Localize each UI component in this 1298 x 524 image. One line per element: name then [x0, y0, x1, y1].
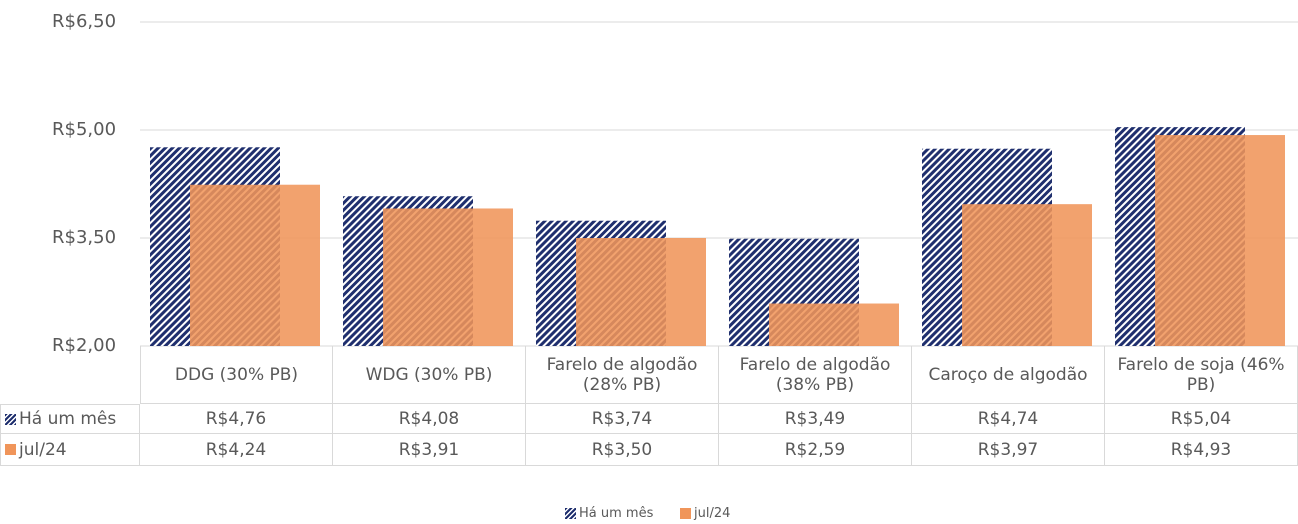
- table-value: R$4,24: [140, 434, 333, 466]
- category-cell: DDG (30% PB): [140, 346, 333, 404]
- bar: [769, 303, 899, 346]
- y-tick-label: R$6,50: [52, 11, 116, 32]
- legend-swatch: [680, 508, 691, 519]
- series-name: Há um mês: [19, 409, 117, 429]
- table-value: R$3,50: [526, 434, 719, 466]
- table-value: R$3,74: [526, 404, 719, 434]
- bar: [576, 238, 706, 346]
- legend-label: jul/24: [694, 506, 731, 521]
- category-cell: Caroço de algodão: [912, 346, 1105, 404]
- y-tick-label: R$2,00: [52, 335, 116, 356]
- legend-swatch: [5, 413, 16, 425]
- table-value: R$3,97: [912, 434, 1105, 466]
- table-value: R$2,59: [719, 434, 912, 466]
- table-value: R$4,74: [912, 404, 1105, 434]
- legend-swatch: [5, 444, 16, 455]
- legend-swatch: [565, 508, 576, 519]
- bar: [1155, 135, 1285, 346]
- table-value: R$3,91: [333, 434, 526, 466]
- bar: [962, 204, 1092, 346]
- legend-item: Há um mês: [565, 506, 653, 521]
- y-tick-label: R$5,00: [52, 119, 116, 140]
- category-cell: Farelo de algodão (38% PB): [719, 346, 912, 404]
- table-value: R$4,76: [140, 404, 333, 434]
- category-cell: Farelo de algodão (28% PB): [526, 346, 719, 404]
- category-cell: Farelo de soja (46% PB): [1105, 346, 1298, 404]
- bar: [383, 208, 513, 346]
- table-value: R$3,49: [719, 404, 912, 434]
- table-value: R$4,93: [1105, 434, 1298, 466]
- series-label: Há um mês: [0, 404, 140, 434]
- table-value: R$5,04: [1105, 404, 1298, 434]
- y-tick-label: R$3,50: [52, 227, 116, 248]
- series-name: jul/24: [19, 439, 67, 460]
- series-label: jul/24: [0, 434, 140, 466]
- legend-label: Há um mês: [579, 506, 654, 521]
- bar: [190, 184, 320, 346]
- table-value: R$4,08: [333, 404, 526, 434]
- category-cell: WDG (30% PB): [333, 346, 526, 404]
- legend-item: jul/24: [680, 506, 730, 521]
